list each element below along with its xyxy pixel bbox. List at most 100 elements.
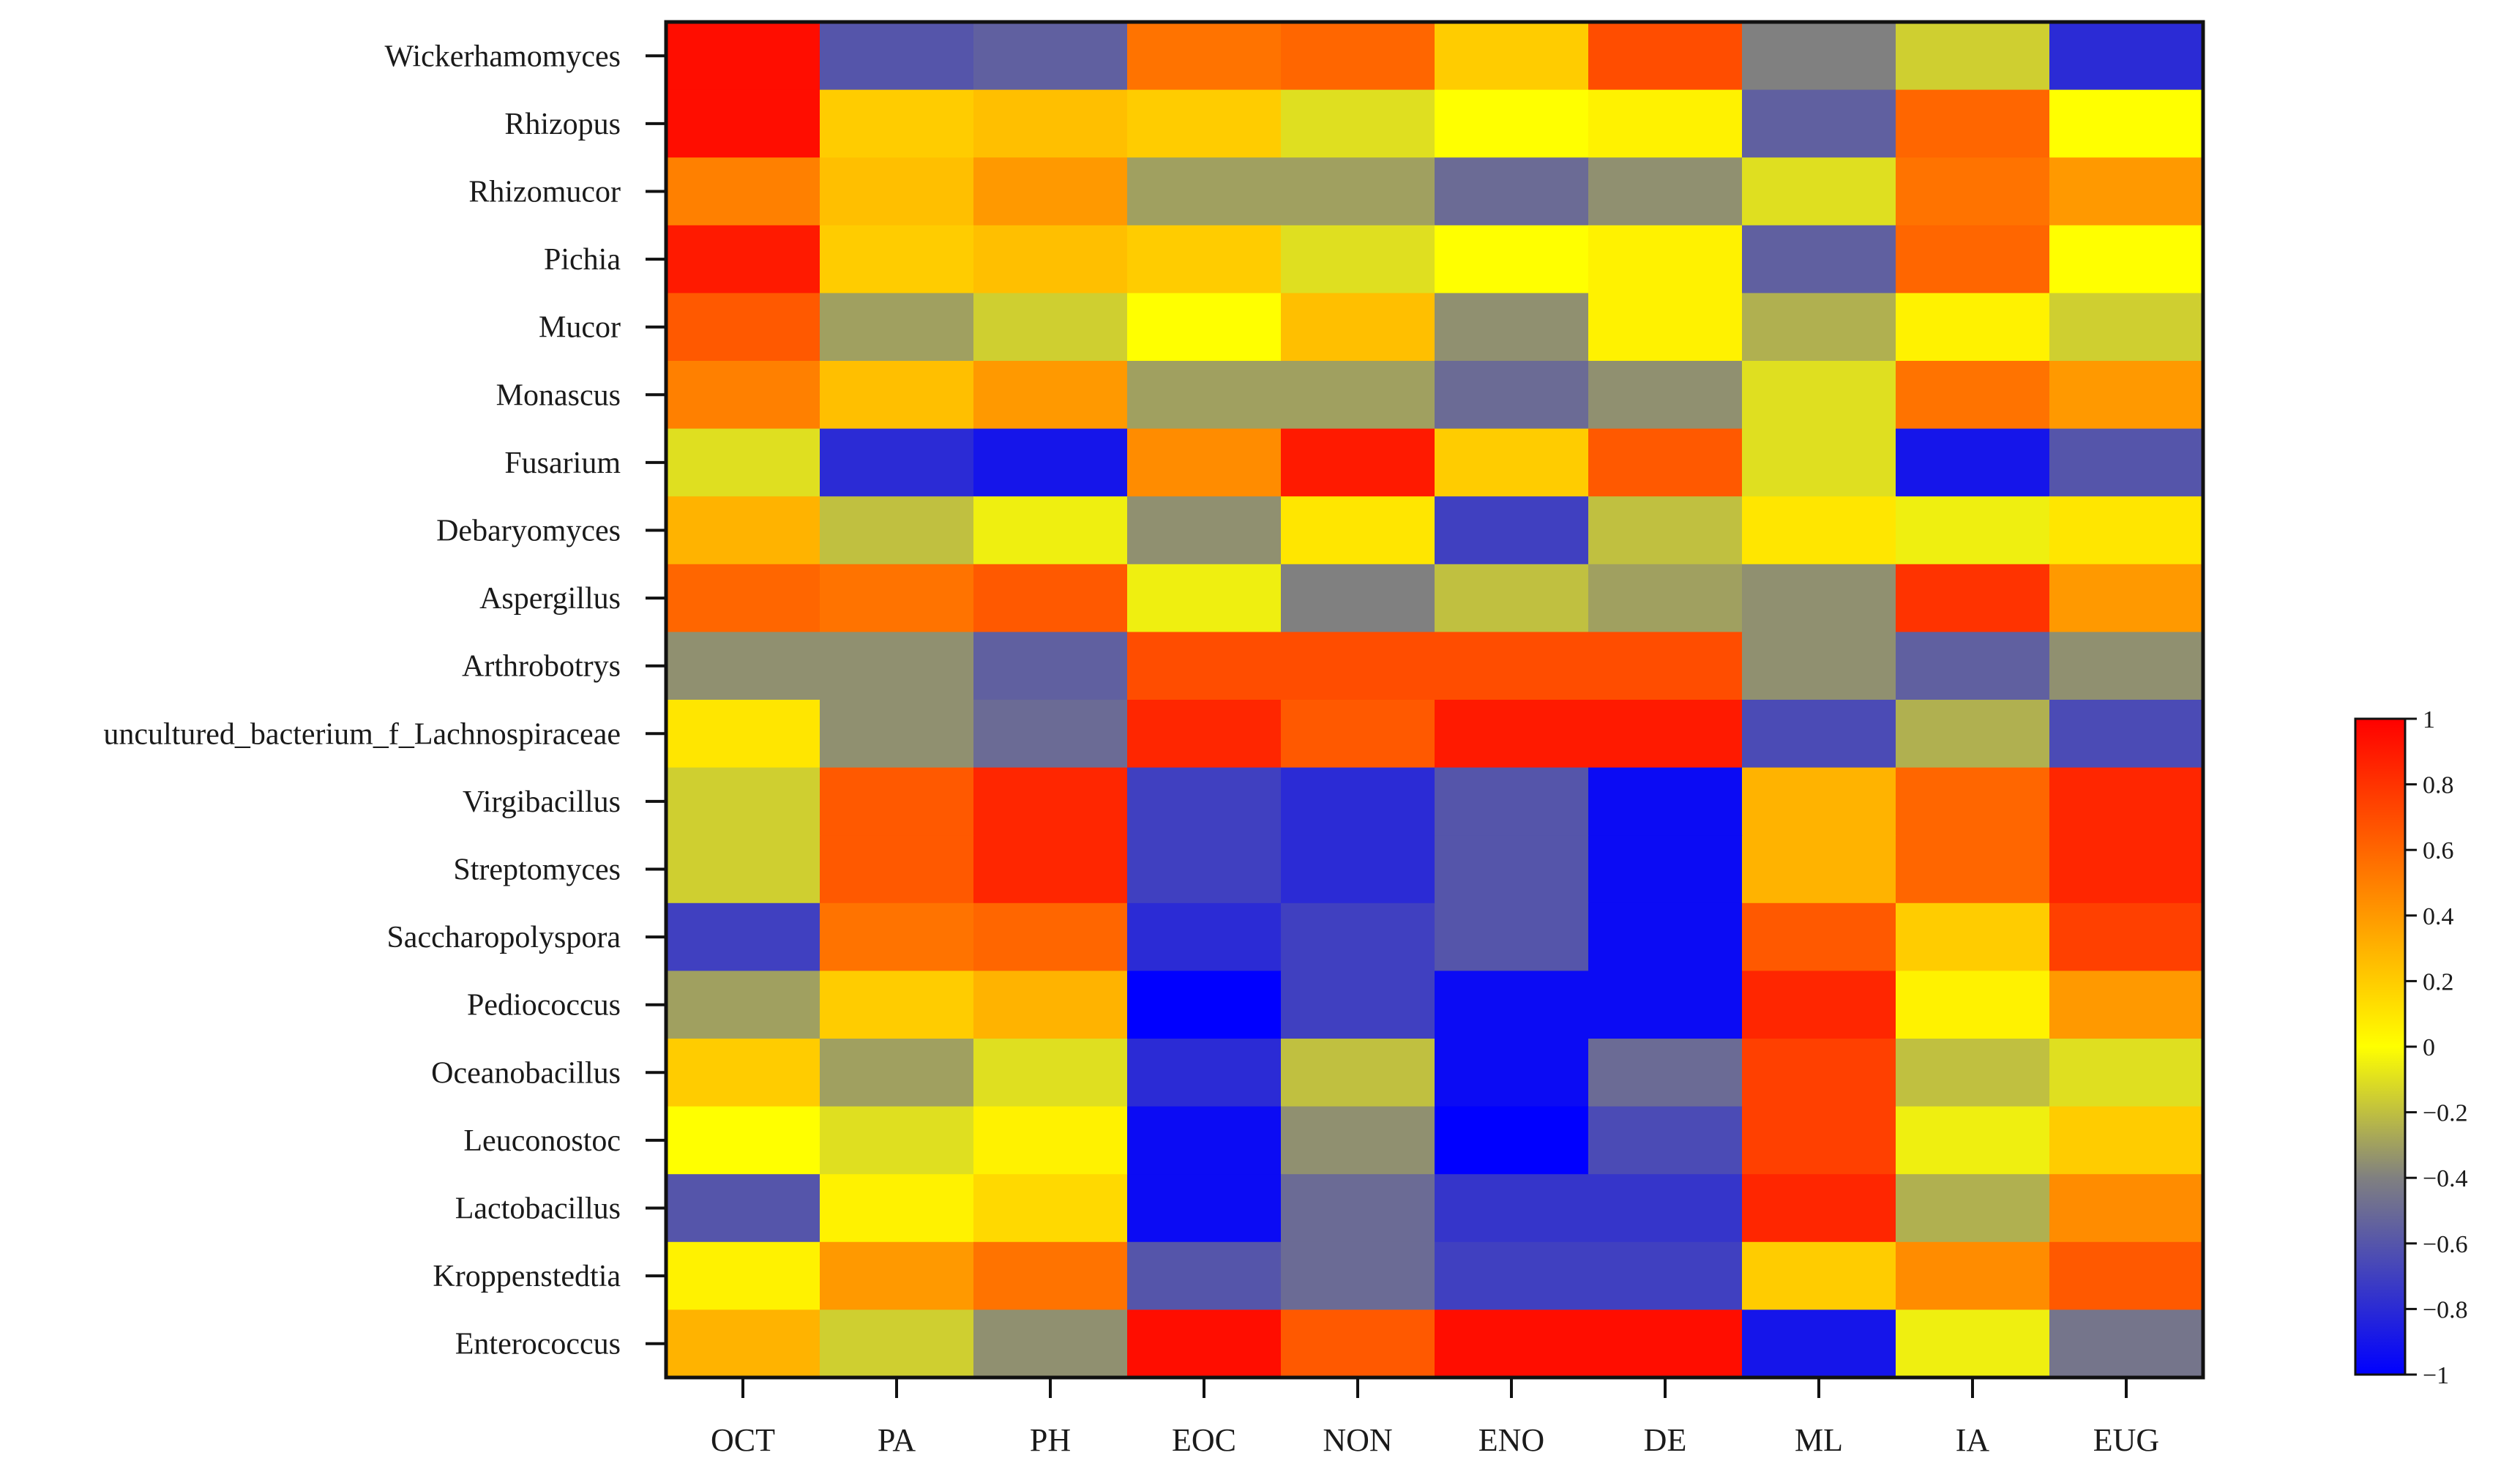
- colorbar-tick-label: 0: [2423, 1034, 2435, 1061]
- heatmap-cell: [2049, 89, 2204, 158]
- heatmap-cell: [1435, 971, 1589, 1039]
- colorbar-tick-label: −0.8: [2423, 1296, 2468, 1323]
- heatmap-cell: [1435, 428, 1589, 497]
- heatmap-cell: [820, 1039, 974, 1107]
- heatmap-cell: [1281, 361, 1435, 430]
- heatmap-cell: [666, 22, 820, 91]
- colorbar-tick-label: 0.8: [2423, 772, 2454, 799]
- heatmap-cell: [1742, 293, 1896, 362]
- heatmap-cell: [820, 564, 974, 632]
- heatmap-cell: [666, 1241, 820, 1310]
- heatmap-cell: [2049, 632, 2204, 700]
- heatmap-cell: [1281, 157, 1435, 226]
- heatmap-cell: [1588, 1241, 1743, 1310]
- heatmap-cell: [2049, 971, 2204, 1039]
- heatmap-cell: [1127, 496, 1282, 565]
- heatmap-cell: [2049, 1039, 2204, 1107]
- heatmap-cell: [1435, 22, 1589, 91]
- row-label: Arthrobotrys: [462, 650, 621, 684]
- heatmap-cell: [1281, 835, 1435, 904]
- heatmap-cell: [1742, 157, 1896, 226]
- heatmap-cell: [973, 1241, 1128, 1310]
- heatmap-cell: [1127, 971, 1282, 1039]
- heatmap-cell: [1127, 767, 1282, 836]
- heatmap-cell: [1588, 632, 1743, 700]
- heatmap-cell: [2049, 564, 2204, 632]
- heatmap-cell: [1742, 564, 1896, 632]
- heatmap-cell: [1281, 428, 1435, 497]
- heatmap-cell: [1127, 1106, 1282, 1175]
- heatmap-cell: [973, 157, 1128, 226]
- heatmap-cell: [973, 902, 1128, 971]
- row-label: Mucor: [539, 311, 621, 345]
- heatmap-cell: [1127, 1174, 1282, 1243]
- heatmap-cell: [1896, 1039, 2050, 1107]
- heatmap-cell: [1435, 293, 1589, 362]
- heatmap-cell: [1588, 428, 1743, 497]
- heatmap-cell: [1896, 902, 2050, 971]
- column-tick-group: OCT PA PH EOC NON ENO DE ML IA EUG: [711, 1378, 2159, 1458]
- column-label: EOC: [1172, 1422, 1236, 1458]
- heatmap-cell: [1742, 361, 1896, 430]
- heatmap-cell: [1127, 293, 1282, 362]
- heatmap-cell: [1435, 89, 1589, 158]
- heatmap-cell: [1127, 902, 1282, 971]
- heatmap-cell: [1588, 225, 1743, 294]
- heatmap-cell: [1127, 428, 1282, 497]
- heatmap-cell: [1896, 157, 2050, 226]
- heatmap-cell: [2049, 1106, 2204, 1175]
- heatmap-cell: [2049, 767, 2204, 836]
- heatmap-cell: [666, 902, 820, 971]
- heatmap-cell: [1281, 767, 1435, 836]
- heatmap-cell: [1281, 1039, 1435, 1107]
- heatmap-cell: [666, 157, 820, 226]
- heatmap-cell: [1127, 835, 1282, 904]
- heatmap-cell: [1742, 700, 1896, 769]
- column-label: ENO: [1478, 1422, 1544, 1458]
- row-label: Enterococcus: [455, 1328, 621, 1361]
- heatmap-cell: [820, 361, 974, 430]
- heatmap-cell: [2049, 835, 2204, 904]
- row-label: Streptomyces: [453, 853, 621, 887]
- heatmap-cell: [666, 1309, 820, 1378]
- heatmap-cell: [820, 157, 974, 226]
- heatmap-cell: [1588, 157, 1743, 226]
- heatmap-cell: [820, 902, 974, 971]
- row-label: Aspergillus: [479, 582, 621, 616]
- column-label: NON: [1323, 1422, 1392, 1458]
- heatmap-cell: [1588, 89, 1743, 158]
- heatmap-cell: [666, 564, 820, 632]
- row-label: Saccharopolyspora: [386, 921, 621, 954]
- heatmap-cell: [1588, 1174, 1743, 1243]
- heatmap-cell: [1588, 1106, 1743, 1175]
- heatmap-cell: [1742, 225, 1896, 294]
- heatmap-cell: [1588, 22, 1743, 91]
- colorbar-tick-group: 1 0.8 0.6 0.4 0.2 0 −0.2 −0.4 −0.6 −0.8 −1: [2405, 706, 2468, 1389]
- colorbar-tick-label: 0.6: [2423, 837, 2454, 864]
- heatmap-cell: [1435, 1106, 1589, 1175]
- heatmap-cell: [1588, 902, 1743, 971]
- heatmap-cell: [2049, 496, 2204, 565]
- heatmap-cell: [1281, 89, 1435, 158]
- heatmap-cell: [1435, 902, 1589, 971]
- heatmap-cell: [973, 1309, 1128, 1378]
- heatmap-cell: [1281, 700, 1435, 769]
- heatmap-cell: [1896, 22, 2050, 91]
- heatmap-cell: [973, 700, 1128, 769]
- heatmap-cell: [1435, 632, 1589, 700]
- heatmap-cell: [1127, 564, 1282, 632]
- heatmap-cell: [1588, 361, 1743, 430]
- row-label: Virgibacillus: [463, 785, 621, 819]
- heatmap-cell: [1742, 835, 1896, 904]
- heatmap-cell: [1742, 971, 1896, 1039]
- heatmap-cell: [1742, 22, 1896, 91]
- heatmap-cell: [2049, 293, 2204, 362]
- colorbar-gradient: [2354, 717, 2407, 1376]
- heatmap-cell: [820, 293, 974, 362]
- heatmap-cell: [1281, 1241, 1435, 1310]
- heatmap-cell: [1435, 1241, 1589, 1310]
- heatmap-cell: [1742, 1241, 1896, 1310]
- plot-frame: [664, 20, 2205, 1380]
- heatmap-cell: [1281, 293, 1435, 362]
- heatmap-cell: [2049, 700, 2204, 769]
